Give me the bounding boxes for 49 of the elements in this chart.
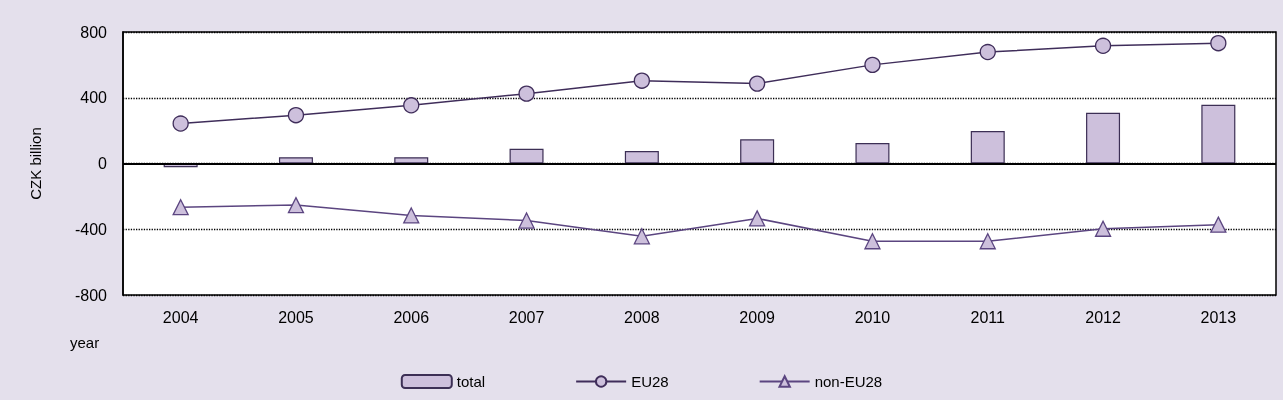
x-axis-title: year	[70, 334, 100, 351]
point	[287, 107, 305, 124]
point	[403, 207, 420, 224]
point	[172, 115, 189, 132]
point	[749, 75, 766, 92]
point	[403, 97, 420, 114]
point	[864, 56, 881, 74]
point	[1094, 37, 1112, 54]
x-tick-label: 2008	[624, 308, 660, 326]
legend-label: EU28	[631, 373, 669, 390]
point	[518, 212, 535, 229]
y-tick-label: -800	[74, 286, 108, 304]
point	[1210, 216, 1227, 233]
x-tick-label: 2012	[1085, 308, 1121, 326]
bar	[509, 148, 544, 164]
point	[864, 233, 881, 250]
bar	[624, 151, 659, 164]
x-tick-label: 2011	[970, 308, 1006, 326]
y-tick-label: 800	[80, 23, 108, 41]
point	[518, 85, 535, 102]
x-tick-label: 2005	[278, 308, 314, 326]
point	[1210, 35, 1227, 52]
x-tick-label: 2004	[162, 308, 199, 326]
point	[1094, 220, 1112, 237]
bar	[970, 131, 1005, 164]
point	[633, 72, 650, 89]
x-tick-label: 2013	[1200, 308, 1237, 326]
bar	[1201, 104, 1236, 164]
y-axis-title: CZK billion	[27, 127, 44, 200]
point	[633, 228, 650, 245]
x-tick-label: 2009	[739, 308, 776, 326]
legend-label: total	[456, 373, 486, 390]
x-tick-label: 2007	[508, 308, 545, 326]
x-tick-label: 2006	[393, 308, 430, 326]
bar	[394, 157, 429, 164]
x-tick-label: 2010	[854, 308, 891, 326]
legend-label: non-EU28	[814, 373, 883, 390]
point	[979, 233, 996, 250]
bar	[855, 143, 890, 164]
bar	[1086, 112, 1121, 164]
point	[172, 199, 189, 216]
bar	[740, 139, 775, 164]
y-tick-label: -400	[74, 220, 108, 238]
point	[749, 210, 766, 227]
point	[287, 196, 305, 214]
point	[979, 43, 996, 61]
y-tick-label: 0	[98, 155, 108, 172]
y-tick-label: 400	[80, 89, 108, 107]
bar	[278, 157, 313, 164]
